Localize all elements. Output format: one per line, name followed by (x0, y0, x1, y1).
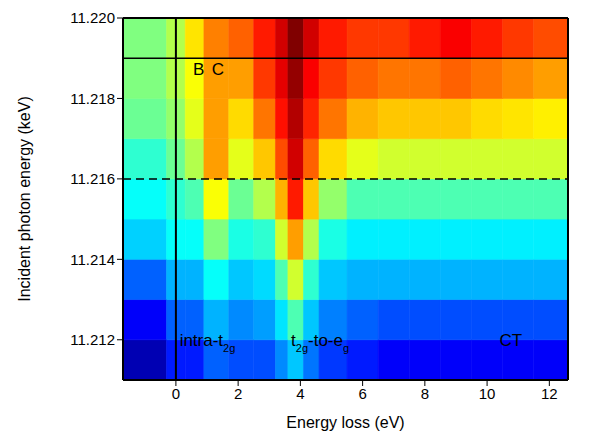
svg-text:11.214: 11.214 (70, 251, 115, 268)
svg-text:0: 0 (172, 385, 180, 402)
svg-text:11.216: 11.216 (70, 170, 115, 187)
svg-text:CT: CT (500, 331, 523, 350)
svg-text:12: 12 (541, 385, 558, 402)
svg-text:4: 4 (296, 385, 304, 402)
svg-text:C: C (212, 60, 224, 79)
svg-text:intra-t2g: intra-t2g (180, 331, 236, 354)
svg-text:11.212: 11.212 (70, 331, 115, 348)
svg-text:11.220: 11.220 (70, 9, 115, 26)
svg-text:Energy loss (eV): Energy loss (eV) (286, 414, 404, 431)
svg-text:11.218: 11.218 (70, 90, 115, 107)
svg-text:8: 8 (421, 385, 429, 402)
svg-text:10: 10 (479, 385, 496, 402)
svg-text:t2g-to-eg: t2g-to-eg (291, 331, 349, 354)
svg-text:2: 2 (234, 385, 242, 402)
svg-text:B: B (193, 60, 204, 79)
svg-text:6: 6 (358, 385, 366, 402)
svg-text:Incident photon energy (keV): Incident photon energy (keV) (16, 96, 33, 301)
